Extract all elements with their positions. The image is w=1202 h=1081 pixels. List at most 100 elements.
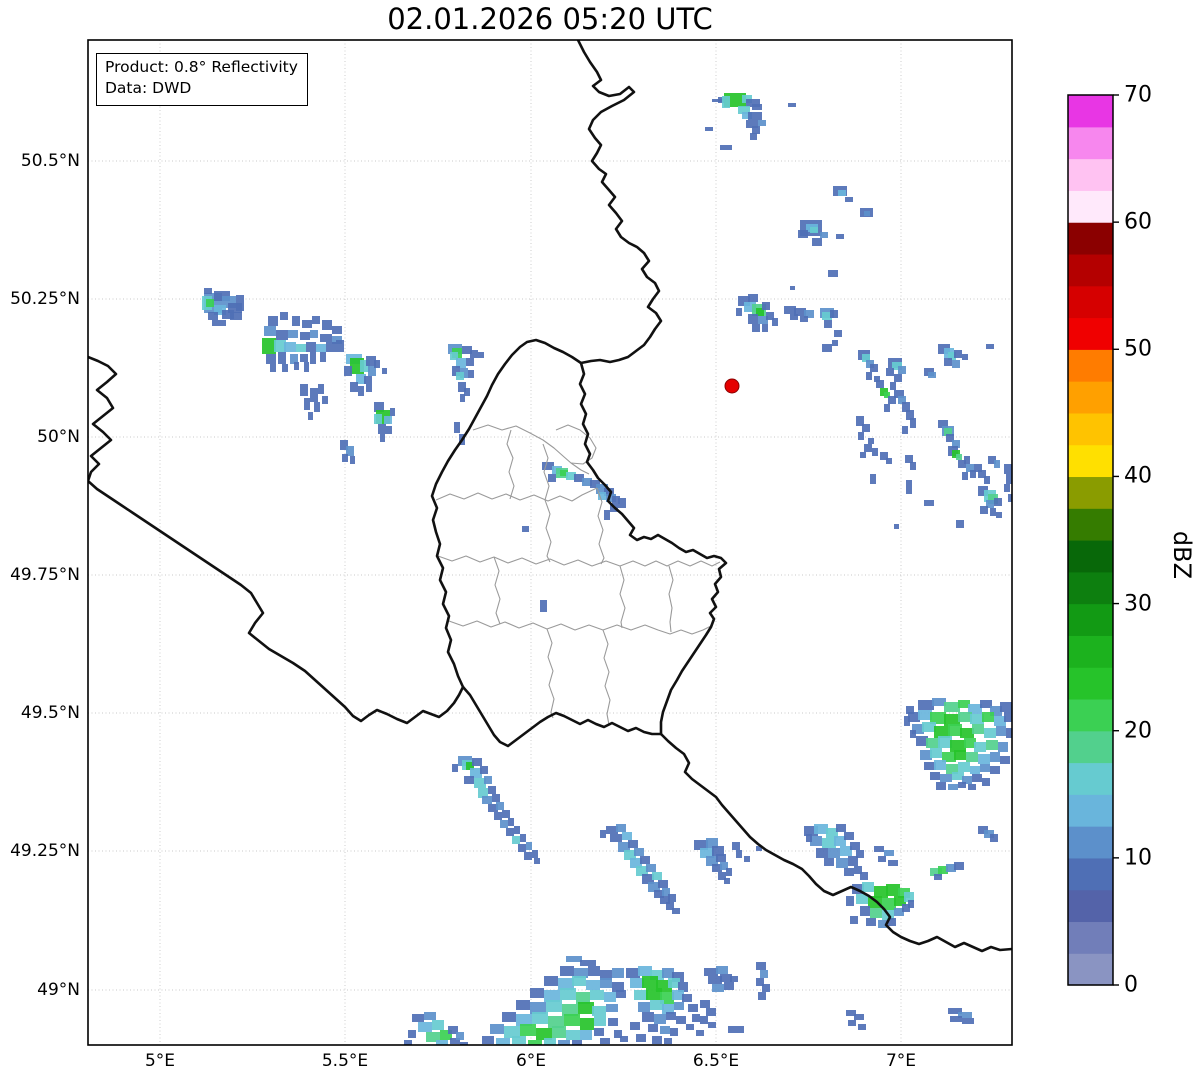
radar-echo-cell	[958, 782, 966, 788]
radar-echo-cell	[1004, 484, 1010, 492]
country-border	[576, 40, 663, 365]
radar-echo-cell	[736, 308, 742, 316]
radar-echo-cell	[574, 968, 588, 978]
radar-echo-cell	[980, 700, 992, 708]
radar-echo-cell	[654, 1014, 666, 1024]
radar-echo-cell	[862, 424, 870, 432]
radar-echo-cell	[708, 1022, 716, 1028]
plot-frame	[87, 39, 1013, 1046]
radar-echo-cell	[560, 966, 574, 976]
region-border	[437, 555, 721, 567]
region-border	[546, 628, 555, 719]
radar-echo-cell	[594, 1028, 604, 1036]
radar-echo-cell	[878, 856, 886, 862]
region-border	[506, 429, 515, 500]
radar-echo-cell	[530, 1002, 546, 1014]
radar-echo-cell	[524, 852, 532, 860]
radar-echo-cell	[468, 370, 474, 378]
radar-echo-cell	[722, 96, 730, 108]
colorbar-tick-label: 20	[1124, 718, 1152, 744]
radar-echo-cell	[958, 700, 970, 708]
radar-echo-cell	[854, 1014, 864, 1020]
radar-echo-cell	[990, 752, 1000, 762]
colorbar-tick-label: 50	[1124, 336, 1152, 362]
colorbar-segment	[1068, 444, 1113, 478]
radar-echo-cell	[650, 1000, 664, 1010]
radar-echo-cell	[292, 316, 300, 326]
radar-echo-cell	[666, 902, 674, 910]
radar-echo-cell	[648, 882, 660, 892]
radar-echo-cell	[592, 1006, 606, 1016]
radar-echo-cell	[880, 452, 888, 460]
radar-echo-cell	[310, 352, 316, 364]
radar-echo-cell	[844, 832, 854, 840]
radar-echo-cell	[978, 754, 990, 764]
radar-echo-cell	[716, 966, 728, 974]
radar-echo-cell	[886, 884, 900, 896]
region-border	[435, 487, 598, 502]
radar-echo-cell	[708, 976, 722, 984]
radar-echo-cell	[672, 972, 684, 982]
radar-echo-cell	[572, 976, 586, 986]
page-title: 02.01.2026 05:20 UTC	[387, 2, 713, 36]
colorbar-segment	[1068, 571, 1113, 605]
radar-echo-cell	[318, 384, 324, 394]
country-border	[461, 685, 663, 748]
radar-echo-cell	[910, 730, 916, 738]
radar-echo-cell	[374, 402, 384, 412]
radar-echo-cell	[322, 396, 328, 404]
radar-echo-cell	[832, 340, 838, 346]
radar-echo-cell	[540, 600, 547, 612]
colorbar-segment	[1068, 285, 1113, 319]
radar-echo-cell	[952, 360, 960, 368]
radar-echo-cell	[1008, 494, 1012, 502]
radar-echo-cell	[412, 1014, 424, 1022]
colorbar-tick-label: 10	[1124, 845, 1152, 871]
radar-echo-cell	[920, 750, 932, 760]
radar-echo-cell	[944, 702, 960, 712]
radar-echo-cell	[464, 388, 470, 396]
country-border	[659, 732, 1012, 953]
radar-echo-cell	[360, 360, 370, 372]
radar-echo-cell	[516, 1014, 532, 1026]
radar-echo-cell	[848, 856, 858, 866]
radar-echo-cell	[954, 862, 964, 870]
radar-echo-cell	[820, 232, 828, 238]
radar-echo-cell	[518, 844, 526, 852]
radar-echo-cell	[864, 211, 870, 216]
radar-echo-cell	[604, 510, 610, 520]
radar-echo-cell	[902, 426, 908, 434]
radar-echo-cell	[282, 364, 288, 372]
radar-echo-cell	[970, 714, 984, 724]
radar-echo-cell	[858, 432, 864, 440]
radar-echo-cell	[828, 270, 838, 277]
radar-echo-cell	[378, 424, 386, 434]
radar-echo-cell	[836, 858, 848, 868]
radar-echo-cell	[705, 127, 713, 131]
radar-echo-cell	[758, 316, 768, 324]
radar-echo-cell	[610, 834, 622, 842]
radar-echo-cell	[462, 346, 472, 354]
radar-echo-cell	[998, 742, 1008, 752]
radar-echo-cell	[482, 1036, 494, 1044]
radar-echo-cell	[994, 716, 1006, 726]
radar-echo-cell	[804, 826, 818, 836]
radar-echo-cell	[574, 474, 584, 482]
radar-echo-cell	[888, 918, 896, 926]
region-border	[493, 556, 501, 625]
colorbar-segment	[1068, 667, 1113, 700]
radar-echo-cell	[466, 762, 474, 770]
radar-echo-cell	[930, 772, 940, 780]
radar-echo-cell	[622, 832, 632, 840]
radar-echo-cell	[954, 350, 962, 358]
radar-echo-cell	[332, 326, 342, 334]
radar-echo-cell	[990, 706, 1002, 716]
radar-echo-cell	[506, 828, 514, 836]
radar-echo-cell	[578, 1002, 594, 1014]
country-border	[578, 361, 728, 736]
radar-echo-cell	[938, 420, 948, 428]
radar-echo-cell	[944, 714, 960, 726]
radar-echo-cell	[432, 1020, 444, 1030]
radar-echo-cell	[566, 472, 576, 480]
radar-echo-cell	[660, 1026, 670, 1034]
